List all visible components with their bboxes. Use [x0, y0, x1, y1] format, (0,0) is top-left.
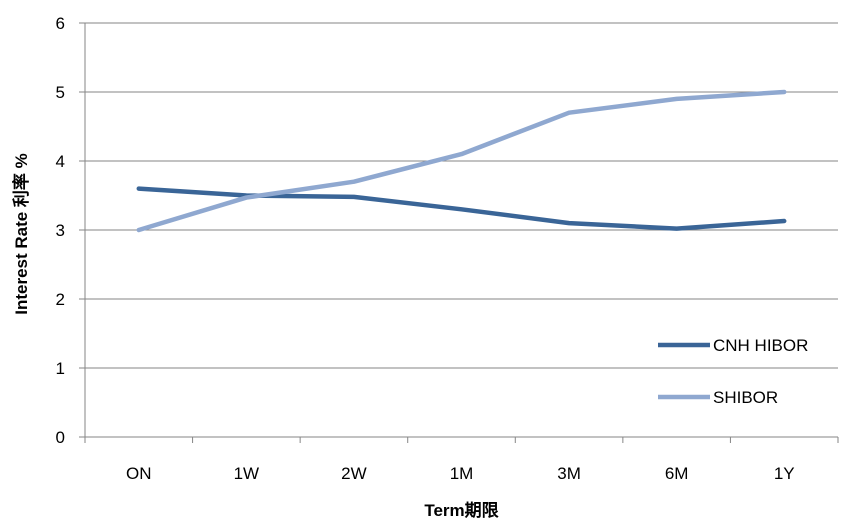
y-tick-label-2: 2 [56, 290, 65, 309]
x-tick-label-2: 2W [341, 464, 367, 483]
y-tick-label-5: 5 [56, 83, 65, 102]
legend: CNH HIBOR SHIBOR [658, 336, 808, 407]
series-line-cnh-hibor [136, 186, 787, 231]
series-lines [136, 89, 787, 233]
x-tick-label-1: 1W [234, 464, 260, 483]
y-axis-ticks: 0 1 2 3 4 5 6 [56, 14, 85, 447]
legend-label-0: CNH HIBOR [713, 336, 808, 355]
x-tick-label-5: 6M [665, 464, 689, 483]
x-tick-label-4: 3M [557, 464, 581, 483]
y-tick-label-1: 1 [56, 359, 65, 378]
x-axis-title: Term期限 [424, 501, 498, 520]
y-tick-label-4: 4 [56, 152, 65, 171]
x-tick-label-6: 1Y [774, 464, 795, 483]
y-tick-label-6: 6 [56, 14, 65, 33]
x-tick-label-3: 1M [450, 464, 474, 483]
x-axis-ticks: ON 1W 2W 1M 3M 6M 1Y [84, 437, 839, 483]
series-line-shibor [136, 89, 787, 233]
y-tick-label-3: 3 [56, 221, 65, 240]
gridlines [85, 22, 838, 369]
y-tick-label-0: 0 [56, 428, 65, 447]
x-tick-label-0: ON [126, 464, 152, 483]
y-axis-title: Interest Rate 利率 % [11, 153, 31, 315]
legend-label-1: SHIBOR [713, 388, 778, 407]
